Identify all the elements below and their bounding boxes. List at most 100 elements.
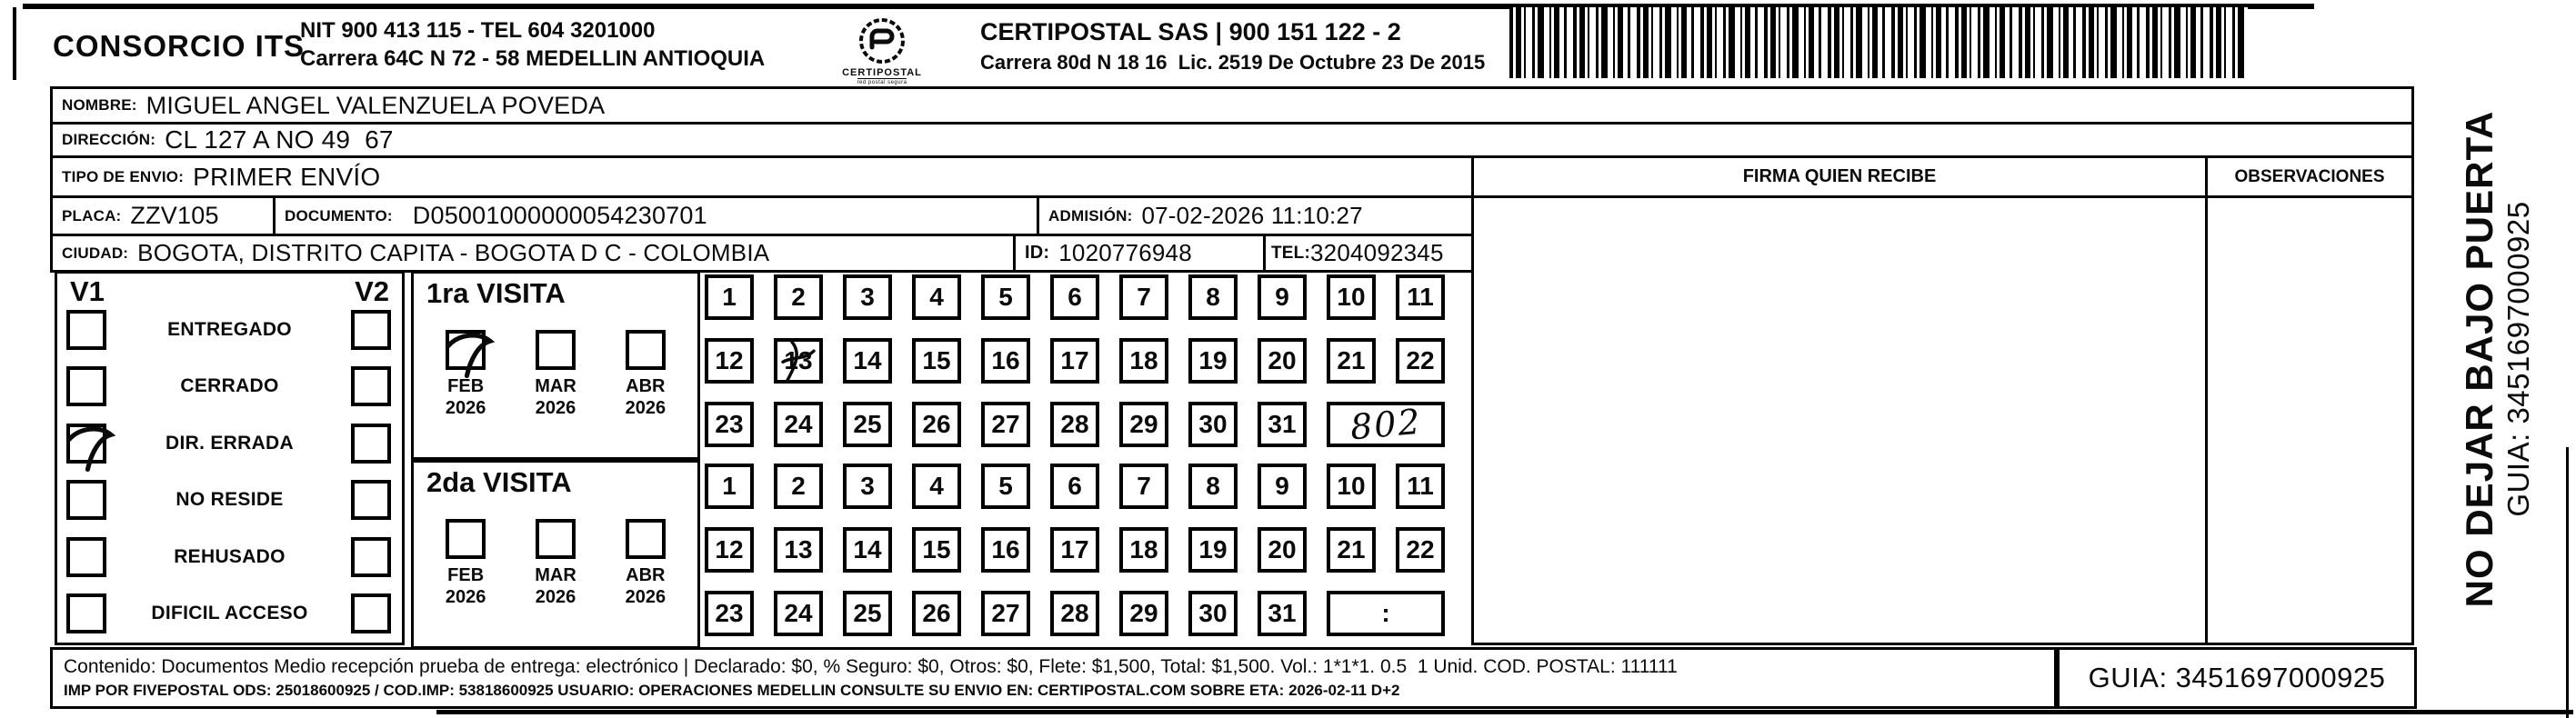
visita2-day-1[interactable]: 1 xyxy=(705,464,754,509)
visita1-day-23[interactable]: 23 xyxy=(705,402,754,447)
visita1-day-number: 12 xyxy=(715,346,744,374)
visita1-day-5[interactable]: 5 xyxy=(981,274,1030,320)
visita2-day-19[interactable]: 19 xyxy=(1188,527,1238,573)
visita2-day-number: 21 xyxy=(1337,535,1366,563)
sender-info: NIT 900 413 115 - TEL 604 3201000 Carrer… xyxy=(300,16,765,73)
visita2-day-3[interactable]: 3 xyxy=(843,464,892,509)
visita2-day-7[interactable]: 7 xyxy=(1119,464,1168,509)
visita1-day-30[interactable]: 30 xyxy=(1188,402,1238,447)
visita2-day-grid: 1 2 3 4 5 6 7 8 9 10 11 12 13 14 15 16 17 18 19 20 21 22 23 24 2… xyxy=(705,460,1459,649)
v2-checkbox-rehusado[interactable] xyxy=(351,536,391,577)
v2-checkbox-dir-errada[interactable] xyxy=(351,423,391,464)
visita2-day-22[interactable]: 22 xyxy=(1396,527,1445,573)
visita2-day-28[interactable]: 28 xyxy=(1050,591,1099,636)
visita2-day-13[interactable]: 13 xyxy=(774,527,823,573)
visita1-day-17[interactable]: 17 xyxy=(1050,338,1099,384)
visita2-day-30[interactable]: 30 xyxy=(1188,591,1238,636)
visita1-day-31[interactable]: 31 xyxy=(1258,402,1307,447)
visita2-day-17[interactable]: 17 xyxy=(1050,527,1099,573)
visita2-day-2[interactable]: 2 xyxy=(774,464,823,509)
visita1-day-12[interactable]: 12 xyxy=(705,338,754,384)
visita1-day-number: 18 xyxy=(1129,346,1158,374)
v2-checkbox-entregado[interactable] xyxy=(351,310,391,350)
visita1-day-3[interactable]: 3 xyxy=(843,274,892,320)
visita2-day-6[interactable]: 6 xyxy=(1050,464,1099,509)
visita1-day-21[interactable]: 21 xyxy=(1327,338,1376,384)
visita2-day-4[interactable]: 4 xyxy=(912,464,961,509)
v2-checkbox-cerrado[interactable] xyxy=(351,366,391,407)
visita2-month-checkbox-feb-2026[interactable] xyxy=(446,519,486,559)
v1-checkbox-no-reside[interactable] xyxy=(66,480,106,521)
visita1-day-8[interactable]: 8 xyxy=(1188,274,1238,320)
signature-area[interactable] xyxy=(1471,195,2208,645)
v1-checkbox-cerrado[interactable] xyxy=(66,366,106,407)
visita2-day-15[interactable]: 15 xyxy=(912,527,961,573)
visita2-day-16[interactable]: 16 xyxy=(981,527,1030,573)
visita1-day-6[interactable]: 6 xyxy=(1050,274,1099,320)
visita2-day-24[interactable]: 24 xyxy=(774,591,823,636)
visita2-day-29[interactable]: 29 xyxy=(1119,591,1168,636)
status-row-cerrado: CERRADO xyxy=(66,366,393,407)
visita1-day-11[interactable]: 11 xyxy=(1396,274,1445,320)
v1-checkbox-dir-errada[interactable] xyxy=(66,423,116,472)
visita2-day-12[interactable]: 12 xyxy=(705,527,754,573)
visita1-day-25[interactable]: 25 xyxy=(843,402,892,447)
visita1-day-29[interactable]: 29 xyxy=(1119,402,1168,447)
visita2-day-31[interactable]: 31 xyxy=(1258,591,1307,636)
v2-checkbox-no-reside[interactable] xyxy=(351,480,391,521)
visita1-day-number: 11 xyxy=(1407,283,1434,311)
visita1-day-26[interactable]: 26 xyxy=(912,402,961,447)
status-label-no-reside: NO RESIDE xyxy=(175,489,284,511)
visita1-month-checkbox-feb-2026[interactable] xyxy=(446,330,496,378)
visita1-day-4[interactable]: 4 xyxy=(912,274,961,320)
v1-checkbox-rehusado[interactable] xyxy=(66,536,106,577)
visita2-day-number: 29 xyxy=(1129,599,1158,627)
visita2-day-23[interactable]: 23 xyxy=(705,591,754,636)
row-direccion: DIRECCIÓN: CL 127 A NO 49 67 xyxy=(50,122,2414,158)
visita2-day-18[interactable]: 18 xyxy=(1119,527,1168,573)
visita1-day-19[interactable]: 19 xyxy=(1188,338,1238,384)
visita1-day-15[interactable]: 15 xyxy=(912,338,961,384)
visita2-day-9[interactable]: 9 xyxy=(1258,464,1307,509)
visita1-day-16[interactable]: 16 xyxy=(981,338,1030,384)
visita1-day-2[interactable]: 2 xyxy=(774,274,823,320)
status-row-entregado: ENTREGADO xyxy=(66,310,393,350)
v1-checkbox-entregado[interactable] xyxy=(66,310,106,350)
visita2-day-20[interactable]: 20 xyxy=(1258,527,1307,573)
visita1-day-10[interactable]: 10 xyxy=(1327,274,1376,320)
visita2-day-8[interactable]: 8 xyxy=(1188,464,1238,509)
visita2-day-11[interactable]: 11 xyxy=(1396,464,1445,509)
visita1-day-24[interactable]: 24 xyxy=(774,402,823,447)
visita1-day-7[interactable]: 7 xyxy=(1119,274,1168,320)
visita2-day-10[interactable]: 10 xyxy=(1327,464,1376,509)
tel-value: 3204092345 xyxy=(1310,239,1444,266)
visita1-day-27[interactable]: 27 xyxy=(981,402,1030,447)
visita2-day-5[interactable]: 5 xyxy=(981,464,1030,509)
observaciones-area[interactable] xyxy=(2205,195,2414,645)
visita2-day-26[interactable]: 26 xyxy=(912,591,961,636)
visita1-month-checkbox-mar-2026[interactable] xyxy=(535,330,576,370)
visita2-month-checkbox-abr-2026[interactable] xyxy=(625,519,666,559)
visita2-extra-box[interactable]: : xyxy=(1327,591,1445,636)
visita1-month-checkbox-abr-2026[interactable] xyxy=(625,330,666,370)
visita2-day-21[interactable]: 21 xyxy=(1327,527,1376,573)
footer-contenido: Contenido: Documentos Medio recepción pr… xyxy=(64,656,1678,677)
visita1-day-20[interactable]: 20 xyxy=(1258,338,1307,384)
visita2-day-25[interactable]: 25 xyxy=(843,591,892,636)
visita1-day-1[interactable]: 1 xyxy=(705,274,754,320)
v1-checkbox-dificil-acceso[interactable] xyxy=(66,593,106,633)
cell-ciudad: CIUDAD: BOGOTA, DISTRITO CAPITA - BOGOTA… xyxy=(50,234,1016,273)
visita2-day-27[interactable]: 27 xyxy=(981,591,1030,636)
visita1-day-28[interactable]: 28 xyxy=(1050,402,1099,447)
visita1-day-18[interactable]: 18 xyxy=(1119,338,1168,384)
v2-checkbox-dificil-acceso[interactable] xyxy=(351,593,391,633)
visita1-day-13[interactable]: 13 xyxy=(774,338,823,384)
observaciones-header: OBSERVACIONES xyxy=(2205,155,2414,198)
visita2-day-14[interactable]: 14 xyxy=(843,527,892,573)
visita1-day-22[interactable]: 22 xyxy=(1396,338,1445,384)
visita2-month-checkbox-mar-2026[interactable] xyxy=(535,519,576,559)
visita1-extra-box[interactable]: 802 xyxy=(1327,402,1445,447)
visita1-day-9[interactable]: 9 xyxy=(1258,274,1307,320)
visita1-day-14[interactable]: 14 xyxy=(843,338,892,384)
visita1-day-number: 21 xyxy=(1337,346,1366,374)
